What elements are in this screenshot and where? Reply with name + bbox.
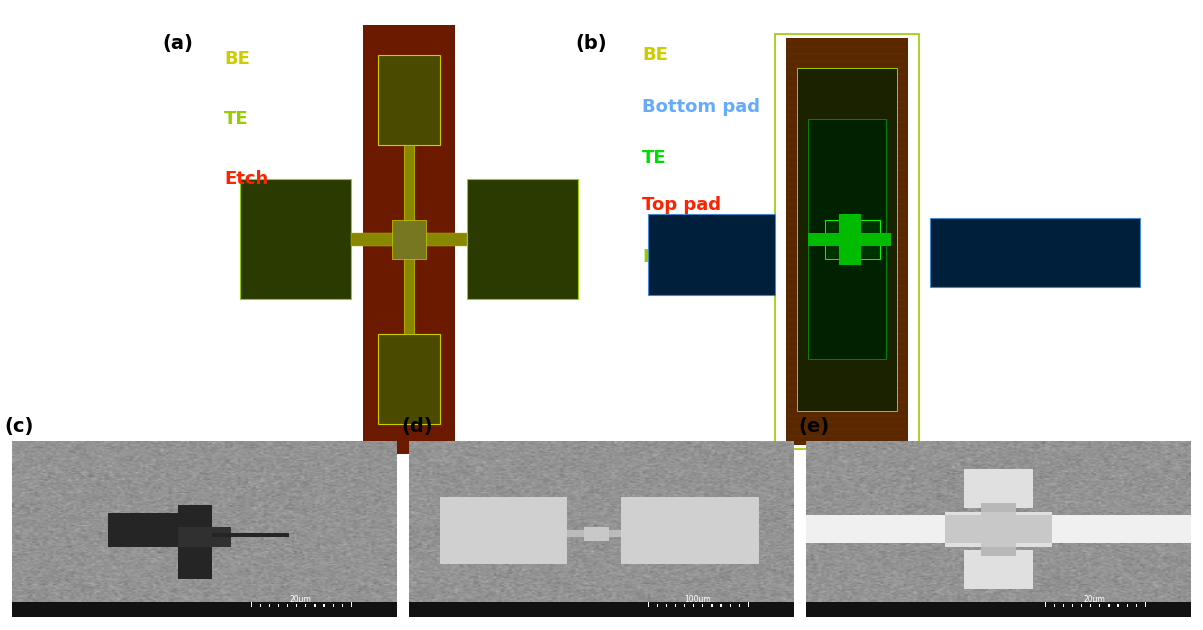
Bar bbox=[930, 218, 1140, 287]
Text: S4800 15.0kV/ 12.3mm x400 SE(M): S4800 15.0kV/ 12.3mm x400 SE(M) bbox=[416, 607, 527, 612]
Bar bbox=[982, 547, 1015, 556]
Bar bbox=[982, 503, 1015, 512]
Text: Bottom pad: Bottom pad bbox=[642, 98, 760, 115]
Bar bbox=[178, 505, 212, 578]
Bar bbox=[108, 513, 182, 547]
Bar bbox=[786, 38, 908, 445]
Text: 20μm: 20μm bbox=[290, 595, 312, 604]
Bar bbox=[378, 334, 440, 423]
Text: TE: TE bbox=[224, 110, 249, 129]
Bar bbox=[806, 602, 1191, 617]
Bar bbox=[404, 145, 414, 334]
Text: S4800 15.0kV  17.9mm x2.00k SE(J): S4800 15.0kV 17.9mm x2.00k SE(J) bbox=[19, 607, 132, 612]
Text: 20μm: 20μm bbox=[1084, 595, 1106, 604]
Bar bbox=[798, 68, 896, 411]
Text: (b): (b) bbox=[576, 34, 608, 53]
Bar bbox=[808, 233, 891, 246]
Text: (a): (a) bbox=[162, 34, 194, 53]
Bar bbox=[363, 25, 455, 454]
Bar bbox=[825, 220, 881, 259]
Text: BE: BE bbox=[642, 46, 668, 64]
Text: Top pad: Top pad bbox=[642, 196, 721, 214]
Text: 100μm: 100μm bbox=[685, 595, 711, 604]
Bar bbox=[239, 180, 351, 299]
Bar bbox=[647, 214, 775, 295]
Bar bbox=[808, 120, 885, 359]
Bar bbox=[440, 498, 567, 564]
Text: (d): (d) bbox=[402, 416, 433, 436]
Bar bbox=[944, 515, 1053, 543]
Bar bbox=[178, 527, 231, 547]
Bar bbox=[621, 498, 759, 564]
Bar bbox=[12, 602, 397, 617]
Bar bbox=[838, 214, 861, 265]
Text: (c): (c) bbox=[5, 416, 34, 436]
Bar bbox=[378, 55, 440, 145]
Text: BE: BE bbox=[224, 50, 250, 69]
Text: Etch: Etch bbox=[642, 248, 687, 265]
Bar bbox=[964, 551, 1033, 589]
Text: TE: TE bbox=[642, 149, 666, 167]
Bar bbox=[392, 220, 426, 259]
Text: S4800 15.0kV  17.5mm x2.00k SE(L): S4800 15.0kV 17.5mm x2.00k SE(L) bbox=[813, 607, 928, 612]
Bar bbox=[212, 533, 289, 537]
Bar bbox=[1044, 515, 1191, 543]
Bar bbox=[585, 527, 609, 541]
Bar bbox=[567, 530, 621, 537]
Bar bbox=[775, 34, 919, 449]
Text: (e): (e) bbox=[799, 416, 829, 436]
Bar bbox=[351, 233, 467, 246]
Text: Etch: Etch bbox=[224, 171, 268, 188]
Bar bbox=[409, 602, 794, 617]
Bar bbox=[982, 503, 1015, 556]
Bar bbox=[964, 469, 1033, 508]
Bar bbox=[467, 180, 579, 299]
Bar bbox=[944, 512, 1053, 547]
Bar bbox=[806, 515, 953, 543]
